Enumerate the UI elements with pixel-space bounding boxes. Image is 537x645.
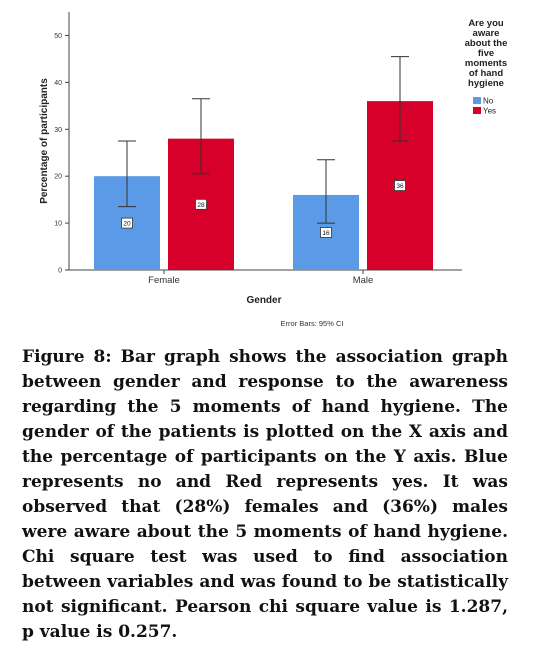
x-tick-label: Female: [148, 275, 180, 286]
data-label: 36: [396, 183, 404, 190]
y-tick-label: 40: [54, 80, 62, 87]
legend-entry-label: Yes: [483, 107, 496, 116]
legend-swatch: [473, 107, 481, 114]
chart-footnote: Error Bars: 95% CI: [281, 319, 344, 328]
data-label-box: [195, 198, 207, 210]
data-label-box: [121, 217, 133, 229]
legend-title-line: aware: [473, 28, 500, 39]
bar-chart: 0 10 20 30 40 50 Percentage of participants Fem…: [39, 12, 508, 328]
y-tick-label: 50: [54, 33, 62, 40]
legend-title-line: hygiene: [468, 78, 504, 89]
legend-title-line: about the: [465, 38, 508, 49]
data-label: 16: [322, 230, 330, 237]
legend-title-line: moments: [465, 58, 507, 69]
y-tick-label: 10: [54, 221, 62, 228]
legend-entry-label: No: [483, 97, 494, 106]
data-label: 28: [197, 202, 205, 209]
x-tick-label: Male: [353, 275, 374, 286]
legend-title-line: five: [478, 48, 494, 59]
chart-svg: 0 10 20 30 40 50 Percentage of participants Fem…: [39, 12, 508, 328]
x-axis-label: Gender: [246, 295, 281, 306]
y-tick-label: 0: [58, 268, 62, 275]
y-axis-label: Percentage of participants: [39, 78, 50, 204]
figure-caption: Figure 8: Bar graph shows the associatio…: [22, 347, 508, 642]
legend-title-line: of hand: [469, 68, 503, 79]
y-tick-label: 20: [54, 174, 62, 181]
data-label: 20: [123, 221, 131, 228]
legend-title-line: Are you: [468, 18, 504, 29]
y-tick-label: 30: [54, 127, 62, 134]
data-label-box: [394, 180, 406, 191]
legend-swatch: [473, 97, 481, 104]
data-label-box: [320, 227, 332, 238]
